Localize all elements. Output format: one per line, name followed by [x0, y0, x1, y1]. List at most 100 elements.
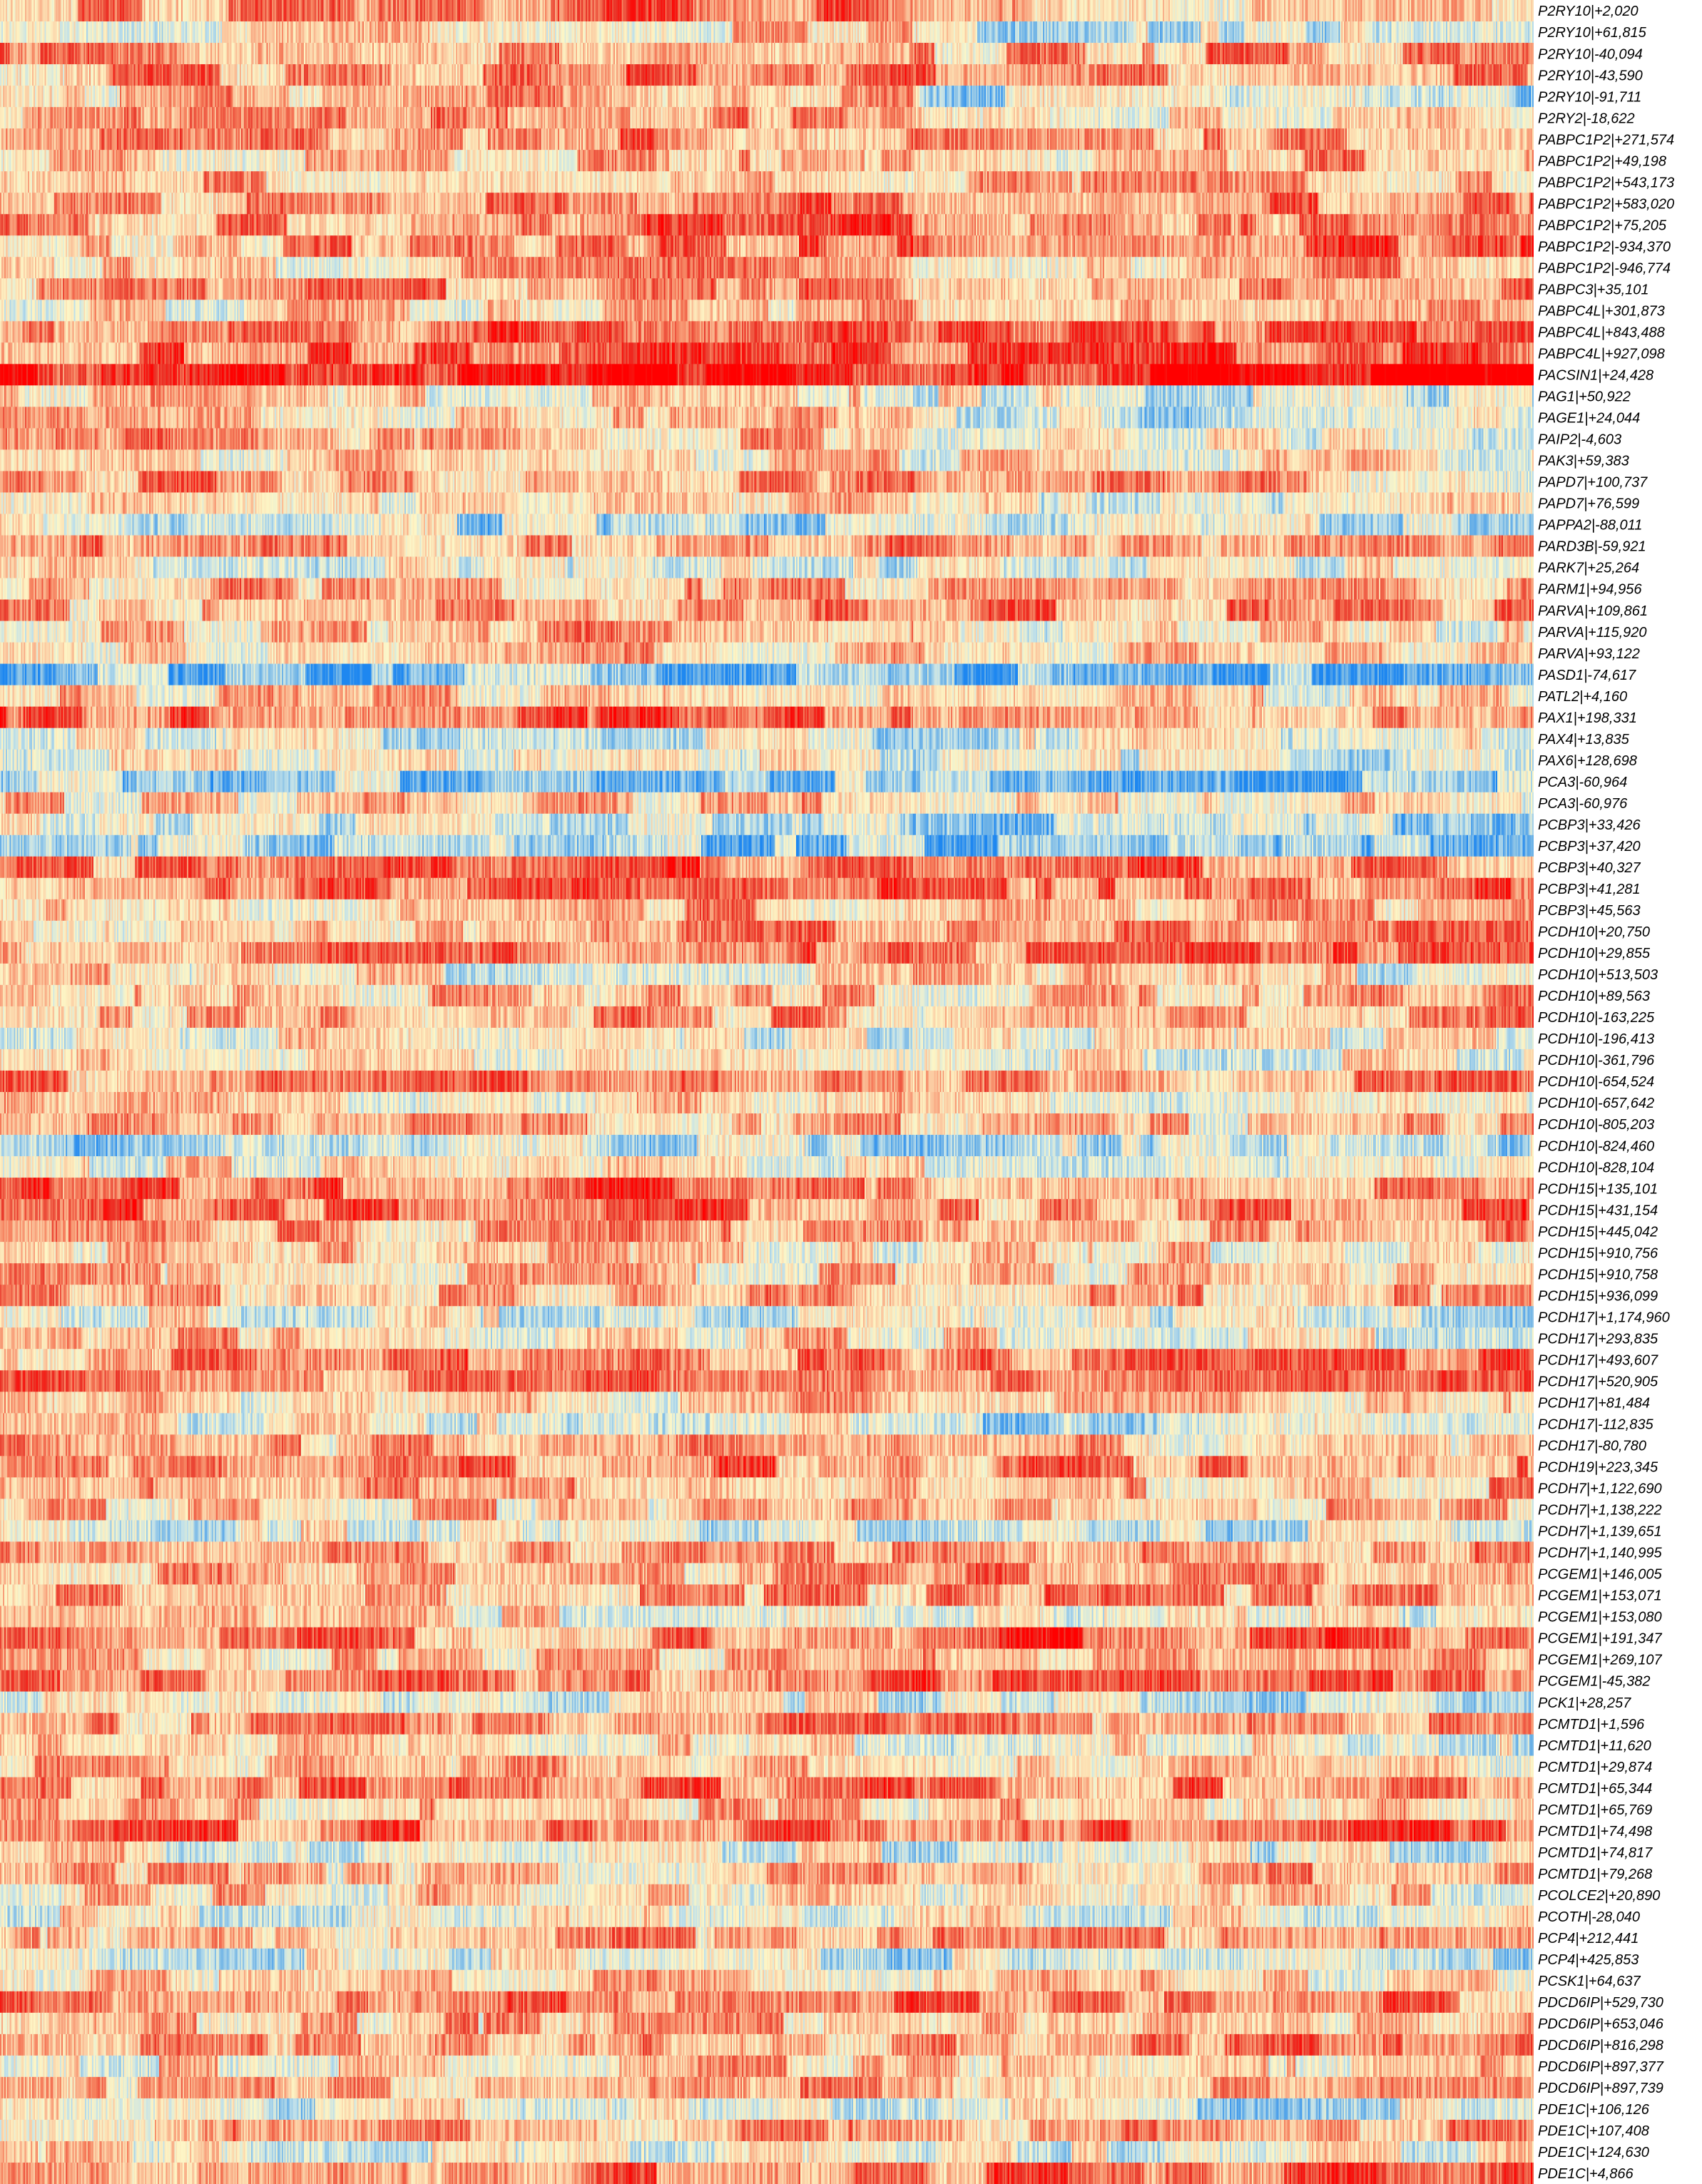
heatmap-row: [0, 150, 1534, 172]
heatmap-row: [0, 214, 1534, 236]
row-label: PCDH10|+89,563: [1538, 989, 1650, 1004]
heatmap-row: [0, 2034, 1534, 2056]
row-label: PDCD6IP|+897,739: [1538, 2081, 1663, 2096]
heatmap-row: [0, 64, 1534, 86]
row-label: PAX1|+198,331: [1538, 710, 1637, 726]
heatmap-row: [0, 2162, 1534, 2184]
heatmap-row: [0, 1263, 1534, 1285]
heatmap-row: [0, 1820, 1534, 1842]
heatmap-row: [0, 621, 1534, 643]
heatmap-row: [0, 0, 1534, 22]
row-label: PCBP3|+41,281: [1538, 882, 1641, 897]
row-label: PABPC1P2|+75,205: [1538, 218, 1667, 233]
heatmap-row: [0, 1691, 1534, 1714]
row-label: PARD3B|-59,921: [1538, 539, 1646, 555]
heatmap-row: [0, 1048, 1534, 1071]
heatmap-row: [0, 1306, 1534, 1328]
heatmap-row: [0, 300, 1534, 322]
heatmap-row: [0, 1969, 1534, 1992]
heatmap-row: [0, 599, 1534, 622]
row-label: PABPC4L|+301,873: [1538, 303, 1665, 319]
row-label: PCDH10|-805,203: [1538, 1117, 1654, 1133]
row-label: PAG1|+50,922: [1538, 389, 1631, 405]
heatmap-row: [0, 792, 1534, 815]
heatmap-row: [0, 1327, 1534, 1349]
heatmap-row: [0, 235, 1534, 257]
heatmap-row: [0, 1627, 1534, 1650]
row-label: PAGE1|+24,044: [1538, 411, 1640, 427]
row-label: PABPC4L|+843,488: [1538, 325, 1665, 341]
heatmap-row: [0, 1285, 1534, 1307]
heatmap-row: [0, 1456, 1534, 1478]
row-labels: P2RY10|+2,020 P2RY10|+61,815 P2RY10|-40,09…: [1538, 4, 1674, 2182]
heatmap-row: [0, 1156, 1534, 1178]
row-label: P2RY10|-91,711: [1538, 89, 1641, 105]
row-label: PCOTH|-28,040: [1538, 1909, 1640, 1925]
row-label: PCBP3|+45,563: [1538, 903, 1641, 919]
heatmap-row: [0, 1178, 1534, 1200]
heatmap-row: [0, 770, 1534, 793]
row-label: PABPC1P2|-934,370: [1538, 239, 1671, 255]
heatmap-row: [0, 749, 1534, 772]
row-label: PCDH10|-163,225: [1538, 1010, 1655, 1026]
heatmap-row: [0, 813, 1534, 836]
heatmap-row: [0, 1092, 1534, 1114]
row-label: PABPC3|+35,101: [1538, 282, 1649, 297]
row-label: PCDH17|-80,780: [1538, 1439, 1646, 1454]
heatmap-row: [0, 1563, 1534, 1586]
row-label: PCDH15|+431,154: [1538, 1203, 1658, 1218]
row-label: PCGEM1|+146,005: [1538, 1567, 1663, 1583]
heatmap-row: [0, 899, 1534, 922]
row-label: PAPD7|+100,737: [1538, 475, 1648, 491]
row-label: PCDH10|-657,642: [1538, 1096, 1654, 1111]
row-label: PARVA|+115,920: [1538, 625, 1647, 641]
row-label: PARM1|+94,956: [1538, 582, 1642, 598]
row-label: PARVA|+109,861: [1538, 603, 1648, 619]
heatmap-row: [0, 449, 1534, 472]
row-label: PCDH10|-196,413: [1538, 1031, 1654, 1047]
heatmap-row: [0, 942, 1534, 964]
row-label: PCA3|-60,964: [1538, 775, 1627, 790]
row-label: PDCD6IP|+529,730: [1538, 1995, 1663, 2011]
heatmap-row: [0, 321, 1534, 343]
heatmap-row: [0, 1413, 1534, 1435]
heatmap-row: [0, 1948, 1534, 1971]
heatmap-row: [0, 193, 1534, 215]
row-label: PCDH10|-824,460: [1538, 1138, 1654, 1154]
row-label: PCDH15|+135,101: [1538, 1181, 1658, 1197]
row-label: PASD1|-74,617: [1538, 668, 1636, 683]
row-label: PACSIN1|+24,428: [1538, 368, 1653, 384]
row-label: PDCD6IP|+897,377: [1538, 2059, 1664, 2075]
row-label: PAIP2|-4,603: [1538, 432, 1621, 448]
heatmap-row: [0, 535, 1534, 558]
heatmap-row: [0, 1135, 1534, 1157]
heatmap-row: [0, 856, 1534, 879]
heatmap-row: [0, 2119, 1534, 2142]
heatmap-row: [0, 1006, 1534, 1029]
row-label: PCOLCE2|+20,890: [1538, 1888, 1660, 1904]
heatmap-row: [0, 1477, 1534, 1499]
heatmap-row: [0, 1392, 1534, 1414]
row-label: PAX4|+13,835: [1538, 732, 1630, 747]
heatmap-row: [0, 835, 1534, 857]
heatmap-row: [0, 471, 1534, 494]
heatmap-row: [0, 984, 1534, 1007]
heatmap-row: [0, 1520, 1534, 1543]
heatmap-row: [0, 43, 1534, 65]
row-label: PAPD7|+76,599: [1538, 496, 1639, 512]
row-label: PCDH7|+1,138,222: [1538, 1503, 1662, 1519]
heatmap-row: [0, 1713, 1534, 1735]
row-label: PCMTD1|+74,817: [1538, 1845, 1653, 1861]
heatmap-row: [0, 257, 1534, 279]
row-label: PCP4|+212,441: [1538, 1931, 1639, 1946]
heatmap-row: [0, 1499, 1534, 1521]
heatmap-row: [0, 1670, 1534, 1693]
row-label: PCBP3|+37,420: [1538, 839, 1641, 854]
row-label: PDE1C|+106,126: [1538, 2102, 1650, 2118]
heatmap-row: [0, 1349, 1534, 1371]
heatmap-row: [0, 1199, 1534, 1221]
row-label: PABPC4L|+927,098: [1538, 347, 1665, 362]
row-label: PCMTD1|+79,268: [1538, 1867, 1652, 1882]
heatmap-row: [0, 364, 1534, 386]
row-label: PCDH7|+1,140,995: [1538, 1546, 1663, 1561]
